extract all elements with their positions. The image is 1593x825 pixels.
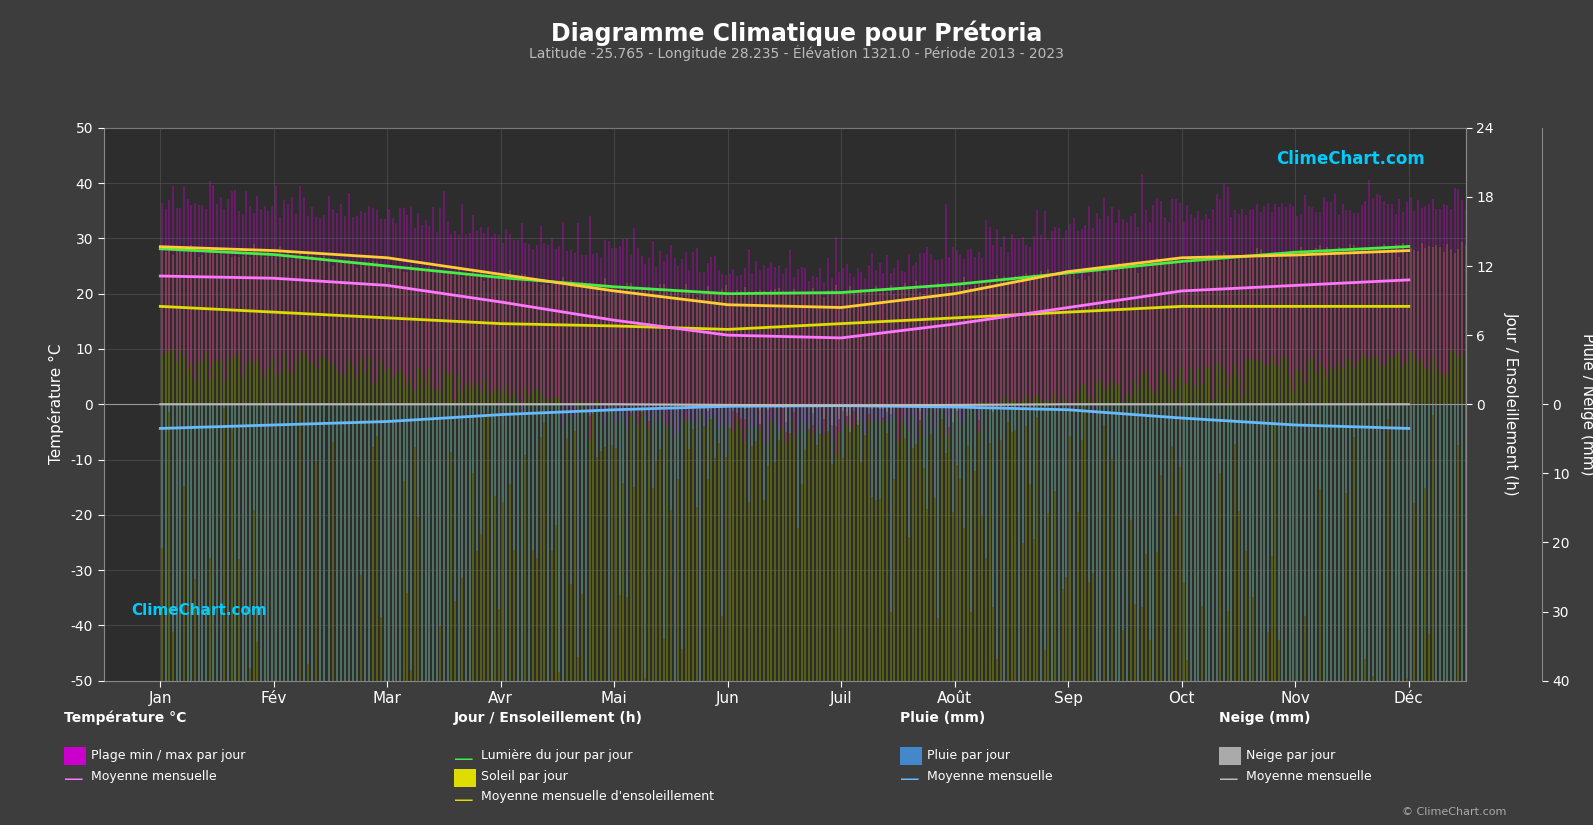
Text: Latitude -25.765 - Longitude 28.235 - Élévation 1321.0 - Période 2013 - 2023: Latitude -25.765 - Longitude 28.235 - Él… <box>529 45 1064 61</box>
Y-axis label: Température °C: Température °C <box>48 344 64 464</box>
Text: —: — <box>454 790 473 810</box>
Text: Pluie (mm): Pluie (mm) <box>900 711 986 725</box>
Y-axis label: Pluie / Neige (mm): Pluie / Neige (mm) <box>1580 333 1593 475</box>
Text: Jour / Ensoleillement (h): Jour / Ensoleillement (h) <box>454 711 644 725</box>
Text: —: — <box>1219 770 1238 790</box>
Y-axis label: Jour / Ensoleillement (h): Jour / Ensoleillement (h) <box>1504 313 1518 496</box>
Text: —: — <box>900 770 919 790</box>
Text: Neige par jour: Neige par jour <box>1246 749 1335 762</box>
Text: Soleil par jour: Soleil par jour <box>481 770 567 783</box>
Text: Pluie par jour: Pluie par jour <box>927 749 1010 762</box>
Text: ClimeChart.com: ClimeChart.com <box>131 603 266 618</box>
Text: Moyenne mensuelle: Moyenne mensuelle <box>927 770 1053 783</box>
Text: Moyenne mensuelle: Moyenne mensuelle <box>1246 770 1372 783</box>
Text: ClimeChart.com: ClimeChart.com <box>1276 150 1424 168</box>
Text: —: — <box>64 770 83 790</box>
Text: Moyenne mensuelle d'ensoleillement: Moyenne mensuelle d'ensoleillement <box>481 790 714 804</box>
Text: Moyenne mensuelle: Moyenne mensuelle <box>91 770 217 783</box>
Text: —: — <box>454 749 473 769</box>
Text: Plage min / max par jour: Plage min / max par jour <box>91 749 245 762</box>
Text: Diagramme Climatique pour Prétoria: Diagramme Climatique pour Prétoria <box>551 21 1042 46</box>
Text: © ClimeChart.com: © ClimeChart.com <box>1402 807 1507 817</box>
Text: Neige (mm): Neige (mm) <box>1219 711 1309 725</box>
Text: Température °C: Température °C <box>64 710 186 725</box>
Text: Lumière du jour par jour: Lumière du jour par jour <box>481 749 632 762</box>
